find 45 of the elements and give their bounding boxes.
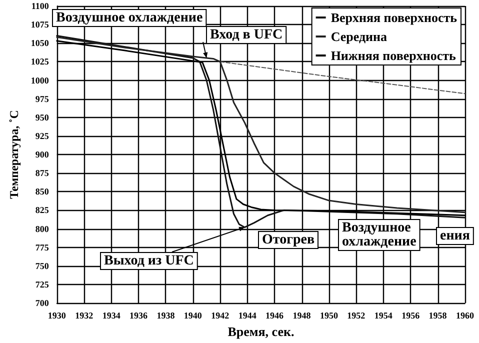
x-tick-label: 1944 bbox=[238, 310, 257, 320]
x-tick-label: 1946 bbox=[266, 310, 284, 320]
y-tick-label: 800 bbox=[35, 224, 50, 234]
y-tick-label: 850 bbox=[35, 186, 50, 197]
y-tick-label: 900 bbox=[35, 150, 50, 160]
x-tick-label: 1950 bbox=[320, 310, 338, 320]
y-tick-label: 725 bbox=[35, 279, 50, 290]
x-tick-label: 1940 bbox=[184, 310, 202, 320]
annotation: Выход из UFC bbox=[104, 254, 194, 268]
x-tick-label: 1954 bbox=[374, 310, 393, 320]
x-tick-label: 1956 bbox=[402, 310, 420, 320]
x-tick-label: 1948 bbox=[292, 310, 312, 320]
legend-label: Верхняя поверхность bbox=[330, 10, 458, 25]
annotation: Отогрев bbox=[262, 232, 315, 248]
y-tick-label: 1050 bbox=[30, 38, 50, 48]
line-series bbox=[220, 61, 466, 94]
y-tick-label: 775 bbox=[35, 242, 50, 252]
y-tick-label: 1025 bbox=[30, 56, 50, 67]
x-tick-label: 1936 bbox=[130, 310, 148, 320]
x-tick-label: 1952 bbox=[347, 310, 366, 320]
x-tick-label: 1932 bbox=[75, 310, 94, 320]
y-tick-label: 700 bbox=[35, 298, 50, 308]
legend-label: Середина bbox=[330, 29, 388, 44]
x-tick-label: 1930 bbox=[48, 310, 66, 320]
y-tick-label: 1075 bbox=[30, 20, 50, 30]
annotation: ения bbox=[440, 228, 470, 244]
annotation: Воздушное охлаждение bbox=[56, 10, 203, 26]
y-axis-title: Температура, ˚C bbox=[7, 110, 21, 199]
y-tick-label: 750 bbox=[35, 260, 50, 271]
y-tick-label: 950 bbox=[35, 112, 50, 122]
x-tick-label: 1934 bbox=[102, 310, 121, 320]
y-tick-label: 825 bbox=[35, 205, 50, 216]
x-tick-label: 1960 bbox=[456, 310, 474, 320]
y-tick-label: 1100 bbox=[31, 1, 50, 11]
x-axis-title: Время, сек. bbox=[228, 324, 294, 339]
y-tick-label: 875 bbox=[35, 168, 50, 178]
legend-label: Нижняя поверхность bbox=[330, 48, 456, 63]
y-tick-label: 1000 bbox=[30, 75, 50, 86]
y-tick-label: 975 bbox=[35, 94, 50, 104]
y-tick-label: 925 bbox=[35, 130, 50, 141]
x-tick-label: 1938 bbox=[156, 310, 176, 320]
x-tick-label: 1942 bbox=[211, 310, 230, 320]
annotation: Вход в UFC bbox=[210, 28, 283, 42]
x-tick-label: 1958 bbox=[428, 310, 448, 320]
annotation: Воздушное охлаждение bbox=[342, 220, 416, 250]
